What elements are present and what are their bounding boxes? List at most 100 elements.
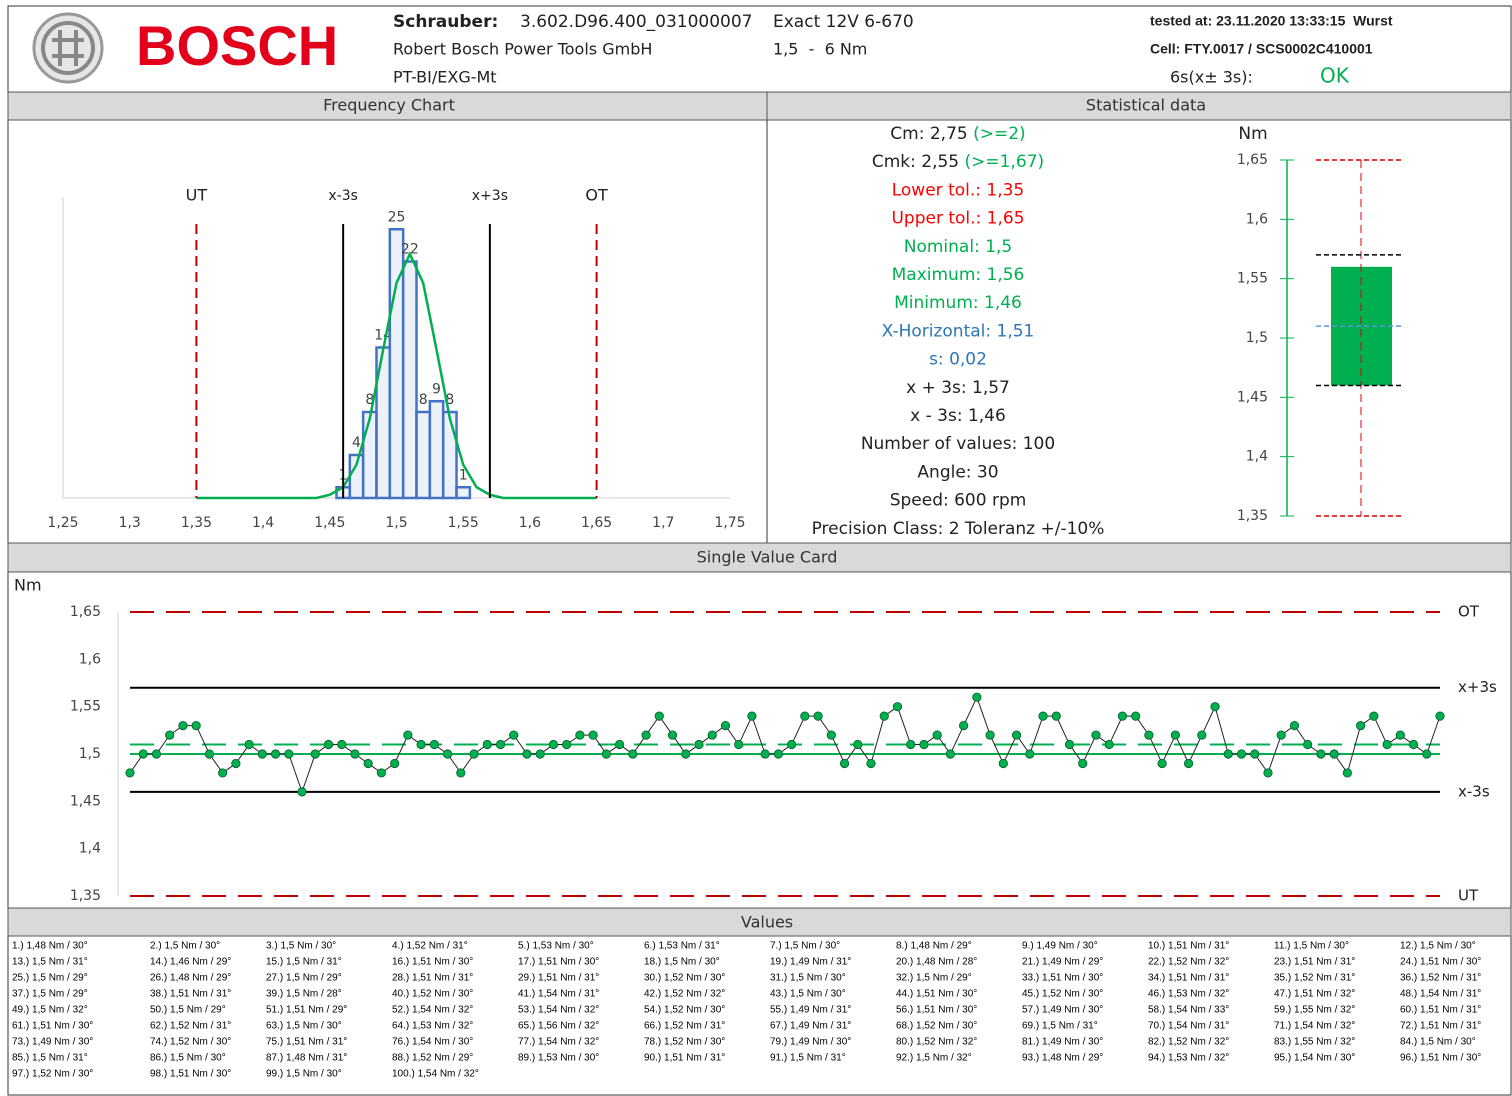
point [178, 720, 188, 731]
value-cell: 53.) 1,54 Nm / 32° [518, 1005, 599, 1016]
point [985, 730, 995, 740]
point [1422, 749, 1432, 759]
stat-text: s: 0,02 [929, 350, 987, 370]
x-tick-label: 1,75 [714, 515, 745, 531]
point [734, 739, 744, 750]
value-cell: 65.) 1,56 Nm / 32° [518, 1021, 599, 1032]
point [1038, 711, 1048, 721]
value-cell: 98.) 1,51 Nm / 30° [150, 1069, 231, 1080]
value-cell: 75.) 1,51 Nm / 31° [266, 1037, 347, 1048]
bar-label: 9 [432, 381, 441, 397]
value-cell: 33.) 1,51 Nm / 30° [1022, 973, 1103, 984]
bar-label: 1 [459, 467, 468, 483]
brand: BOSCH [136, 14, 338, 77]
value-cell: 28.) 1,51 Nm / 31° [392, 973, 473, 984]
value-cell: 60.) 1,51 Nm / 31° [1400, 1005, 1481, 1016]
stat-text: Nominal: 1,5 [904, 237, 1012, 257]
value-cell: 71.) 1,54 Nm / 32° [1274, 1021, 1355, 1032]
value-cell: 40.) 1,52 Nm / 30° [392, 989, 473, 1000]
stat-text: X-Horizontal: 1,51 [882, 321, 1035, 341]
department: PT-BI/EXG-Mt [393, 68, 497, 87]
stat-text: x + 3s: 1,57 [906, 378, 1010, 398]
value-cell: 93.) 1,48 Nm / 29° [1022, 1053, 1103, 1064]
bar [401, 260, 418, 500]
section-title: Values [741, 913, 793, 932]
point [1382, 739, 1392, 750]
company: Robert Bosch Power Tools GmbH [393, 40, 652, 59]
value-cell: 89.) 1,53 Nm / 30° [518, 1053, 599, 1064]
point [270, 749, 281, 759]
y-tick-label: 1,5 [1246, 330, 1268, 346]
point [932, 730, 942, 740]
value-cell: 27.) 1,5 Nm / 29° [266, 973, 342, 984]
point [1170, 730, 1180, 740]
point [429, 739, 439, 750]
value-cell: 91.) 1,5 Nm / 31° [770, 1053, 846, 1064]
section-title: Frequency Chart [323, 96, 455, 115]
value-cell: 54.) 1,52 Nm / 30° [644, 1005, 725, 1016]
point [1250, 749, 1260, 759]
value-cell: 72.) 1,51 Nm / 31° [1400, 1021, 1481, 1032]
reference-label: x+3s [1458, 678, 1497, 696]
value-cell: 1.) 1,48 Nm / 30° [12, 941, 88, 952]
point [151, 749, 162, 759]
stat-line: Cmk: 2,55 (>=1,67) [872, 152, 1044, 172]
value-cell: 14.) 1,46 Nm / 29° [150, 957, 231, 968]
value-cell: 70.) 1,54 Nm / 31° [1148, 1021, 1229, 1032]
stat-line: Angle: 30 [917, 462, 998, 482]
point [667, 730, 678, 740]
bar-label: 22 [401, 242, 419, 258]
value-cell: 8.) 1,48 Nm / 29° [896, 941, 972, 952]
point [244, 739, 254, 750]
point [1144, 730, 1154, 740]
value-cell: 11.) 1,5 Nm / 30° [1274, 941, 1349, 952]
x-tick-label: 1,35 [181, 515, 212, 531]
value-cell: 26.) 1,48 Nm / 29° [150, 973, 231, 984]
y-tick-label: 1,35 [1237, 508, 1268, 524]
value-cell: 51.) 1,51 Nm / 29° [266, 1005, 347, 1016]
point [535, 749, 545, 759]
value-cell: 35.) 1,52 Nm / 31° [1274, 973, 1355, 984]
reference-label: x-3s [1458, 782, 1490, 800]
point [1236, 749, 1247, 759]
point [1197, 730, 1207, 740]
value-cell: 59.) 1,55 Nm / 32° [1274, 1005, 1355, 1016]
point [297, 787, 307, 797]
section-bar [7, 907, 1512, 937]
point [1210, 702, 1220, 712]
point [1435, 711, 1445, 721]
point [337, 739, 347, 750]
value-cell: 20.) 1,48 Nm / 28° [896, 957, 977, 968]
point [323, 739, 334, 750]
stat-line: Speed: 600 rpm [890, 491, 1027, 511]
point [892, 702, 903, 712]
screwdriver-id: 3.602.D96.400_031000007 [520, 12, 753, 32]
value-cell: 24.) 1,51 Nm / 30° [1400, 957, 1481, 968]
point [284, 749, 294, 759]
fit-curve [196, 250, 597, 500]
point [1131, 711, 1141, 721]
point [165, 730, 175, 740]
y-tick-label: 1,55 [70, 699, 101, 715]
point [482, 739, 492, 750]
stat-line: x + 3s: 1,57 [906, 378, 1010, 398]
value-cell: 25.) 1,5 Nm / 29° [12, 973, 88, 984]
bar [428, 400, 445, 500]
value-cell: 23.) 1,51 Nm / 31° [1274, 957, 1355, 968]
point [641, 730, 651, 740]
tested-at: tested at: 23.11.2020 13:33:15 Wurst [1150, 13, 1393, 29]
value-cell: 32.) 1,5 Nm / 29° [896, 973, 972, 984]
point [787, 739, 797, 750]
point [191, 720, 201, 731]
point [601, 749, 611, 759]
point [456, 768, 466, 778]
value-cell: 100.) 1,54 Nm / 32° [392, 1069, 479, 1080]
value-cell: 30.) 1,52 Nm / 30° [644, 973, 725, 984]
point [826, 730, 836, 740]
value-cell: 39.) 1,5 Nm / 28° [266, 989, 342, 1000]
bar [455, 486, 472, 500]
bar-label: 25 [388, 209, 406, 225]
value-cell: 3.) 1,5 Nm / 30° [266, 941, 336, 952]
value-cell: 95.) 1,54 Nm / 30° [1274, 1053, 1355, 1064]
section-title: Statistical data [1086, 96, 1206, 115]
